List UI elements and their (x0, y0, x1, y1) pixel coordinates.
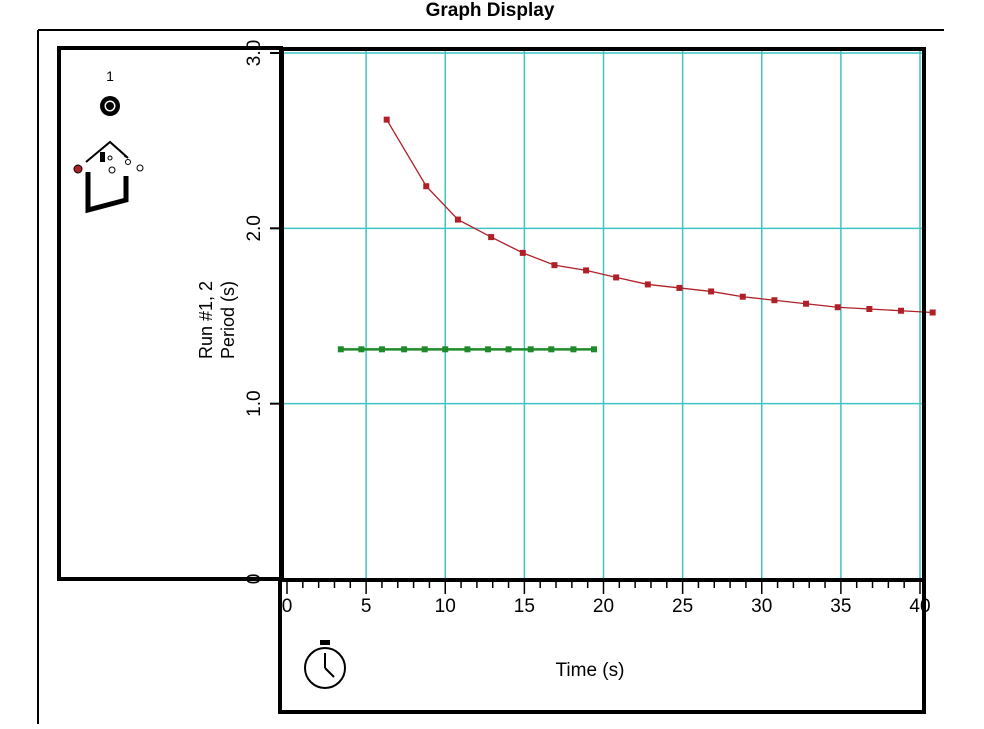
y-tick-label: 2.0 (244, 215, 265, 241)
series-1-point (834, 304, 841, 311)
series-1-point (454, 216, 461, 223)
series-1-point (676, 284, 683, 291)
series-1-line (386, 119, 933, 314)
series-1-point (866, 305, 873, 312)
x-tick-label: 40 (909, 596, 930, 617)
x-axis-panel-frame (278, 578, 926, 714)
plot-grid (283, 50, 922, 579)
y-tick-label: 1.0 (244, 390, 265, 416)
series-2-point (401, 346, 408, 353)
series-1-point (583, 267, 590, 274)
y-axis-label: Run #1, 2 Period (s) (196, 281, 238, 359)
series-2-point (505, 346, 512, 353)
y-tick-label: 3.0 (244, 40, 265, 66)
x-tick-label: 30 (751, 596, 772, 617)
y-tick-label: 0 (244, 574, 265, 585)
series-1-point (519, 249, 526, 256)
series-2-point (464, 346, 471, 353)
series-2-point (421, 346, 428, 353)
radio-dot-icon[interactable] (100, 96, 120, 116)
series-1-point (803, 300, 810, 307)
series-2-point (484, 346, 491, 353)
x-tick-label: 35 (830, 596, 851, 617)
series-1-point (488, 234, 495, 241)
control-panel-frame (57, 46, 283, 581)
pendulum-sensor-icon[interactable] (73, 140, 144, 214)
series-1-point (929, 309, 936, 316)
series-2-point (548, 346, 555, 353)
series-1-point (771, 297, 778, 304)
series-1-point (739, 293, 746, 300)
y-axis-ticks: 0 1.0 2.0 3.0 (244, 40, 281, 585)
x-tick-label: 25 (672, 596, 693, 617)
plot-series (337, 116, 936, 353)
x-axis-ticks: 0 5 10 15 20 25 30 35 40 (282, 582, 931, 617)
series-1-point (708, 288, 715, 295)
series-2-point (570, 346, 577, 353)
series-1-point (644, 281, 651, 288)
x-tick-label: 20 (593, 596, 614, 617)
series-1-point (383, 116, 390, 123)
run-number-label: 1 (106, 68, 114, 84)
x-tick-label: 10 (435, 596, 456, 617)
series-1-point (423, 183, 430, 190)
window-title: Graph Display (426, 0, 555, 21)
series-1-point (613, 274, 620, 281)
series-1-point (551, 262, 558, 269)
series-2-point (442, 346, 449, 353)
y-axis-label-line-1: Run #1, 2 (196, 281, 216, 359)
series-2-point (591, 346, 598, 353)
stopwatch-icon[interactable] (304, 640, 346, 689)
series-2-point (378, 346, 385, 353)
y-axis-label-line-2: Period (s) (218, 281, 238, 359)
series-2-point (527, 346, 534, 353)
series-2-point (337, 346, 344, 353)
x-tick-label: 15 (514, 596, 535, 617)
series-1-point (898, 307, 905, 314)
x-tick-label: 5 (361, 596, 372, 617)
series-2-point (358, 346, 365, 353)
x-axis-label: Time (s) (556, 660, 625, 681)
x-tick-label: 0 (282, 596, 293, 617)
